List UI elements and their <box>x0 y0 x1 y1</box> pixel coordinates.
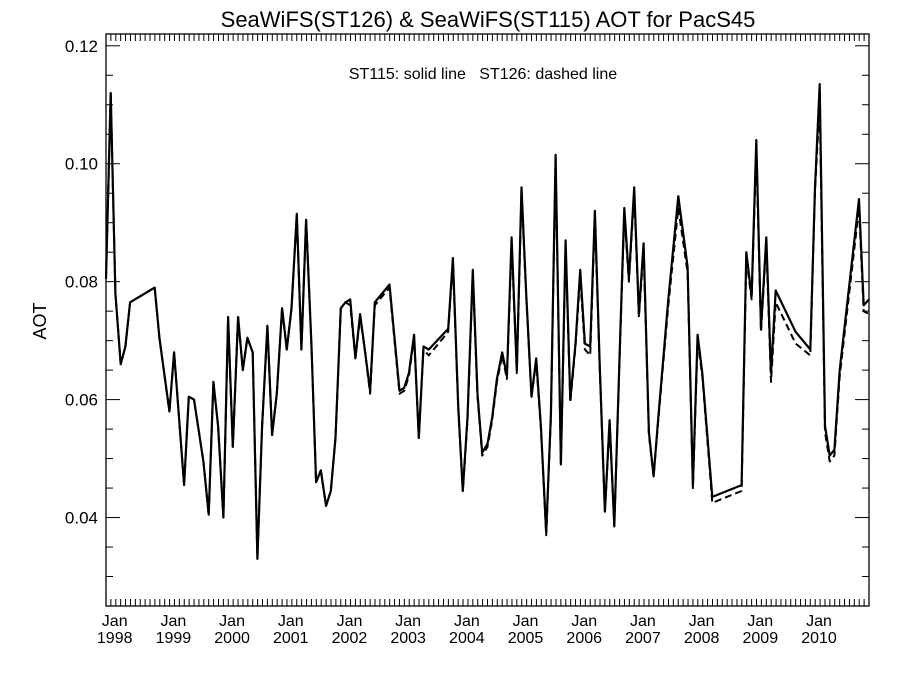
x-tick-label-month: Jan <box>806 613 832 630</box>
x-tick-label-month: Jan <box>219 613 245 630</box>
x-tick-label-year: 2002 <box>332 630 368 647</box>
x-tick-label-year: 2006 <box>566 630 602 647</box>
x-tick-label-year: 1999 <box>156 630 192 647</box>
x-tick-label-month: Jan <box>337 613 363 630</box>
y-tick-label: 0.06 <box>65 391 98 410</box>
x-tick-label-year: 2010 <box>801 630 837 647</box>
x-tick-label-month: Jan <box>689 613 715 630</box>
x-tick-label-month: Jan <box>454 613 480 630</box>
x-tick-label-month: Jan <box>513 613 539 630</box>
x-tick-label-month: Jan <box>571 613 597 630</box>
x-tick-label-year: 2000 <box>214 630 250 647</box>
chart-title: SeaWiFS(ST126) & SeaWiFS(ST115) AOT for … <box>221 7 756 32</box>
x-tick-label-month: Jan <box>278 613 304 630</box>
x-tick-label-month: Jan <box>395 613 421 630</box>
legend-annotation: ST115: solid line ST126: dashed line <box>349 66 617 83</box>
axis-ticks <box>105 34 870 607</box>
series-layer <box>104 83 870 560</box>
x-tick-label-year: 2007 <box>625 630 661 647</box>
x-tick-label-year: 1998 <box>97 630 133 647</box>
x-tick-label-year: 2008 <box>684 630 720 647</box>
x-tick-label-year: 2004 <box>449 630 485 647</box>
x-tick-label-month: Jan <box>630 613 656 630</box>
y-tick-label: 0.04 <box>65 509 98 528</box>
y-axis-label: AOT <box>30 302 50 339</box>
x-tick-label-month: Jan <box>102 613 128 630</box>
y-tick-label: 0.10 <box>65 155 98 174</box>
x-tick-label-year: 2009 <box>743 630 779 647</box>
x-tick-label-year: 2005 <box>508 630 544 647</box>
y-tick-label: 0.08 <box>65 273 98 292</box>
x-tick-label-month: Jan <box>160 613 186 630</box>
series-line-st115 <box>104 83 870 560</box>
x-tick-label-year: 2001 <box>273 630 309 647</box>
x-tick-label-month: Jan <box>747 613 773 630</box>
plot-frame <box>105 33 870 607</box>
tick-labels: 0.040.060.080.100.12Jan1998Jan1999Jan200… <box>65 37 837 647</box>
x-tick-label-year: 2003 <box>390 630 426 647</box>
y-tick-label: 0.12 <box>65 37 98 56</box>
